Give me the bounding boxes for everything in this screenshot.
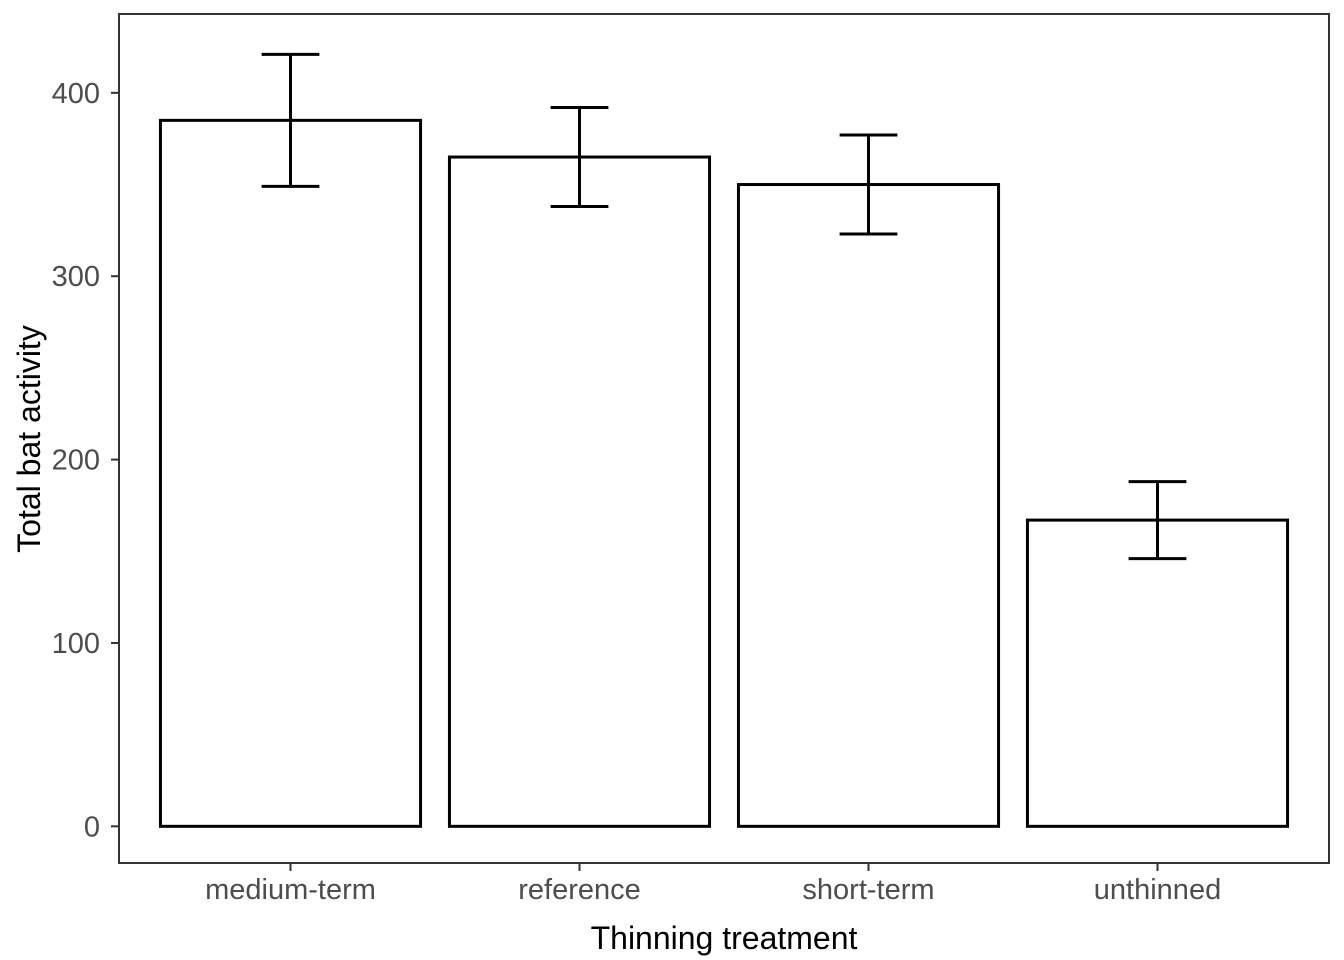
bar-unthinned <box>1025 518 1290 828</box>
y-tick-label: 0 <box>84 811 100 843</box>
x-axis-title: Thinning treatment <box>590 920 858 956</box>
y-tick-label: 100 <box>52 628 100 660</box>
y-tick-label: 300 <box>52 261 100 293</box>
y-tick-label: 200 <box>52 445 100 477</box>
x-tick-label: medium-term <box>205 874 376 906</box>
x-tick-label: short-term <box>802 874 934 906</box>
x-tick-label: reference <box>518 874 641 906</box>
y-tick-label: 400 <box>52 78 100 110</box>
x-tick-label: unthinned <box>1094 874 1221 906</box>
panel-border <box>118 13 1330 864</box>
bar-short-term <box>736 183 1001 828</box>
bar-medium-term <box>158 118 423 828</box>
y-axis-title: Total bat activity <box>11 325 47 553</box>
bar-reference <box>447 155 712 828</box>
